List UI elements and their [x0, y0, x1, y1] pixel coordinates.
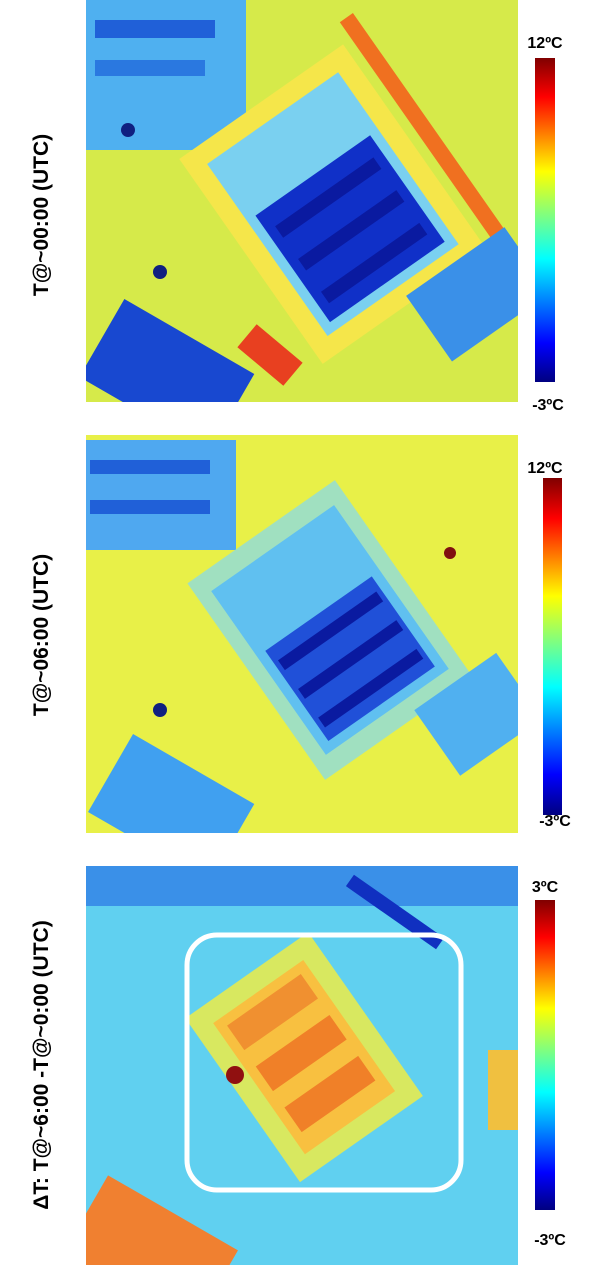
thermal-image — [86, 435, 518, 833]
colorbar — [535, 900, 555, 1210]
colorbar — [535, 58, 555, 382]
highlight-box — [184, 932, 464, 1193]
colorbar-min: -3ºC — [532, 397, 564, 414]
colorbar-max: 12ºC — [527, 35, 563, 52]
colorbar-min: -3ºC — [534, 1232, 566, 1249]
thermal-image — [86, 866, 518, 1265]
panel-label: T@~00:00 (UTC) — [30, 134, 53, 296]
colorbar-max: 3ºC — [532, 879, 559, 896]
thermal-image — [86, 0, 518, 402]
colorbar — [543, 478, 562, 815]
colorbar-min: -3ºC — [539, 813, 571, 830]
panel-label: T@~06:00 (UTC) — [30, 554, 53, 716]
panel-label: ΔT: T@~6:00 -T@~0:00 (UTC) — [30, 920, 53, 1209]
colorbar-max: 12ºC — [527, 460, 563, 477]
